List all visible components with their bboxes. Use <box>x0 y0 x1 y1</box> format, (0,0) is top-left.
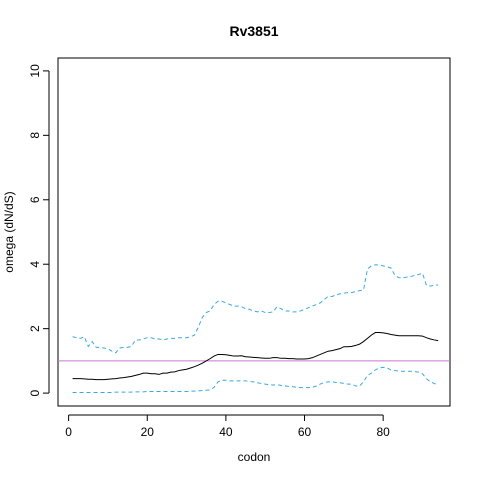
x-tick-label: 0 <box>65 425 72 439</box>
y-tick-label: 6 <box>28 196 42 203</box>
x-tick-label: 60 <box>298 425 312 439</box>
chart-title: Rv3851 <box>229 23 278 39</box>
x-axis: 0 20 40 60 80 <box>65 414 390 439</box>
plot-frame <box>57 57 451 407</box>
series-layer <box>72 264 439 393</box>
series-line-estimate <box>72 332 439 381</box>
y-axis-label: omega (dN/dS) <box>2 191 16 272</box>
y-tick-label: 8 <box>28 132 42 139</box>
series-line-lower-bound <box>72 366 439 393</box>
x-axis-label: codon <box>238 450 271 464</box>
x-tick-label: 40 <box>219 425 233 439</box>
x-tick-label: 80 <box>376 425 390 439</box>
y-tick-label: 2 <box>28 325 42 332</box>
y-tick-label: 10 <box>28 64 42 78</box>
y-tick-label: 0 <box>28 389 42 396</box>
y-axis: 0 2 4 6 8 10 <box>28 64 50 396</box>
y-tick-label: 4 <box>28 261 42 268</box>
x-tick-label: 20 <box>141 425 155 439</box>
series-line-upper-bound <box>72 264 439 354</box>
